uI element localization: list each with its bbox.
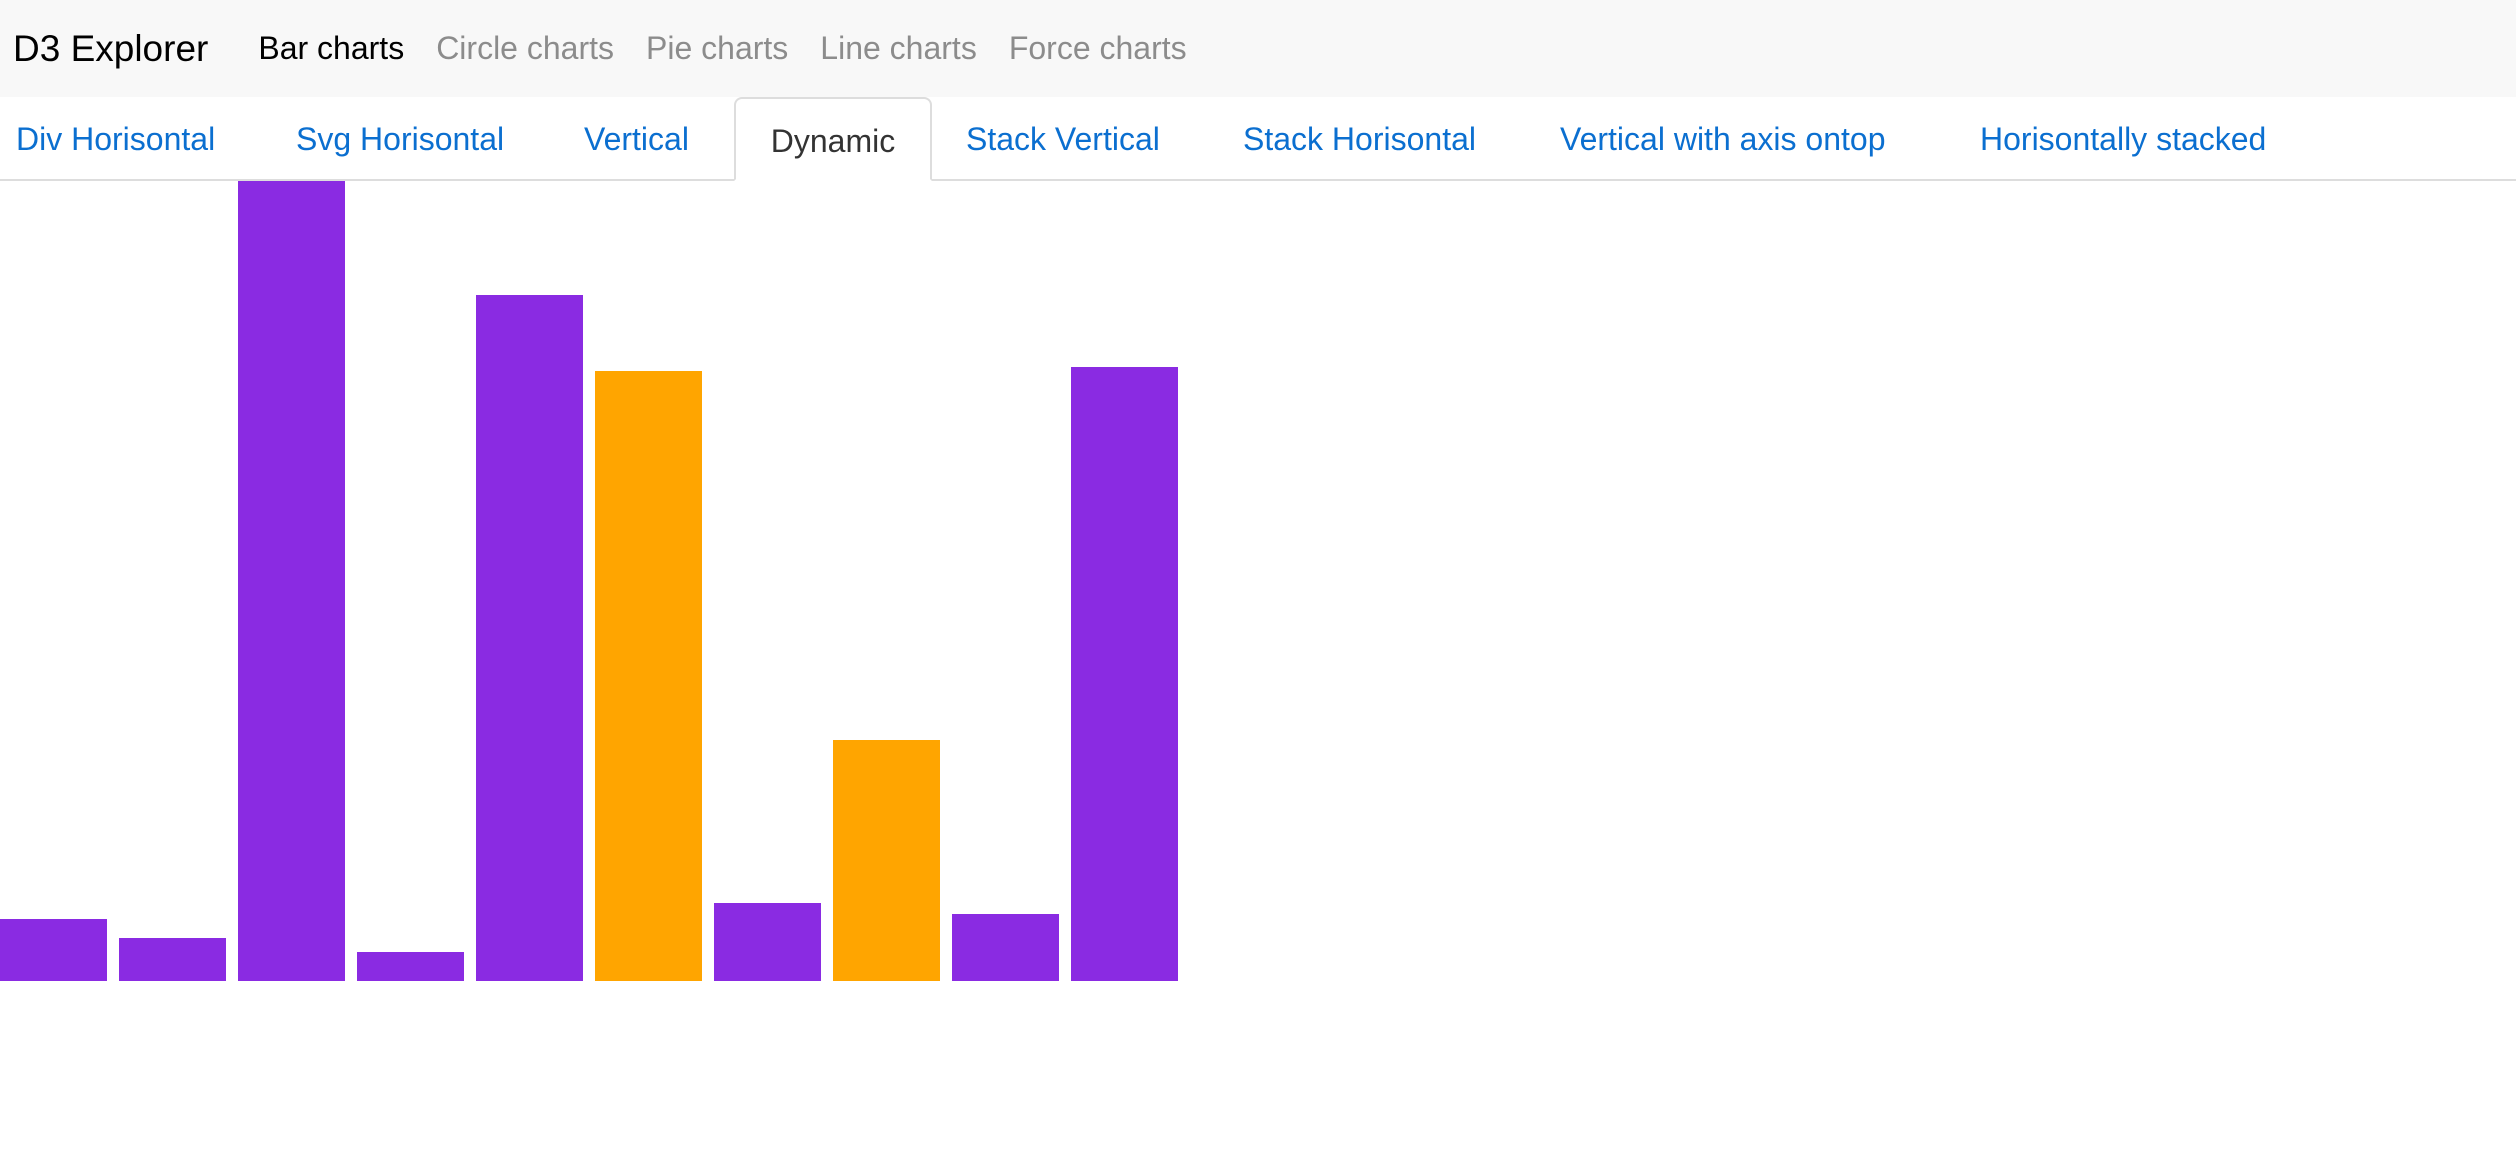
navbar: D3 Explorer Bar charts Circle charts Pie… xyxy=(0,0,2516,97)
bar-7 xyxy=(833,740,940,981)
nav-force-charts[interactable]: Force charts xyxy=(1009,30,1187,67)
bar-0 xyxy=(0,919,107,981)
bar-9 xyxy=(1071,367,1178,981)
nav-line-charts[interactable]: Line charts xyxy=(820,30,977,67)
tab-dynamic[interactable]: Dynamic xyxy=(734,97,932,181)
bar-2 xyxy=(238,181,345,981)
bar-5 xyxy=(595,371,702,981)
tab-div-horisontal[interactable]: Div Horisontal xyxy=(16,97,215,181)
nav-bar-charts[interactable]: Bar charts xyxy=(258,30,404,67)
tab-svg-horisontal[interactable]: Svg Horisontal xyxy=(296,97,504,181)
bar-6 xyxy=(714,903,821,981)
tab-stack-vertical[interactable]: Stack Vertical xyxy=(966,97,1160,181)
bar-8 xyxy=(952,914,1059,981)
tab-vertical[interactable]: Vertical xyxy=(584,97,689,181)
dynamic-bar-chart xyxy=(0,181,1200,981)
brand[interactable]: D3 Explorer xyxy=(13,28,208,70)
nav-pie-charts[interactable]: Pie charts xyxy=(646,30,788,67)
bar-1 xyxy=(119,938,226,981)
nav-circle-charts[interactable]: Circle charts xyxy=(436,30,614,67)
tab-vertical-axis-ontop[interactable]: Vertical with axis ontop xyxy=(1560,97,1886,181)
bar-4 xyxy=(476,295,583,981)
bar-3 xyxy=(357,952,464,981)
chart-tabs: Div Horisontal Svg Horisontal Vertical D… xyxy=(0,97,2516,181)
tab-horisontally-stacked[interactable]: Horisontally stacked xyxy=(1980,97,2266,181)
tab-stack-horisontal[interactable]: Stack Horisontal xyxy=(1243,97,1476,181)
